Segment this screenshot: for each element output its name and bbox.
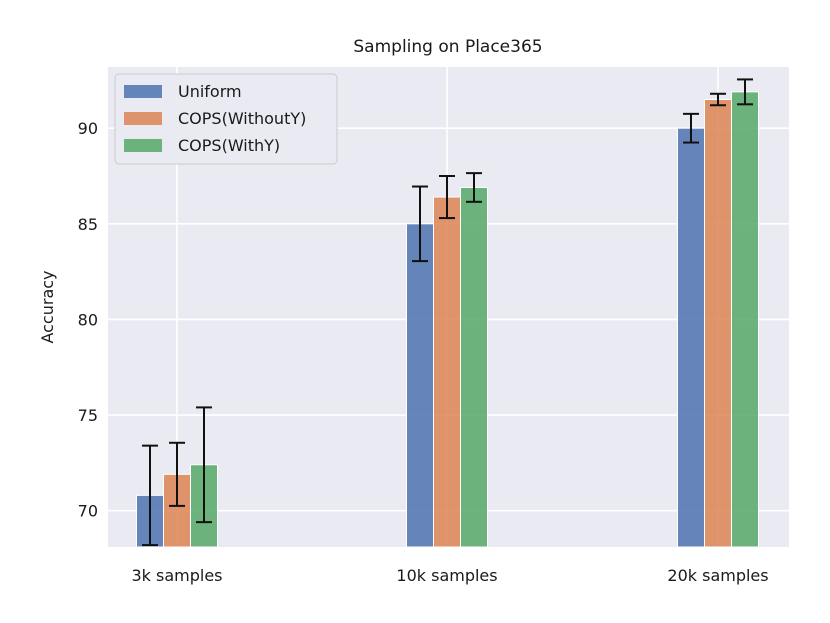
- x-tick-label: 20k samples: [667, 566, 768, 585]
- bar: [433, 196, 461, 548]
- legend-label: Uniform: [178, 82, 242, 101]
- y-tick-label: 90: [78, 119, 98, 138]
- bar: [677, 127, 705, 548]
- chart-title: Sampling on Place365: [353, 37, 542, 57]
- error-bars: [142, 78, 753, 547]
- y-tick-labels: 70 75 80 85 90: [78, 119, 98, 520]
- bar: [704, 99, 732, 548]
- x-tick-label: 10k samples: [396, 566, 497, 585]
- y-tick-label: 80: [78, 310, 98, 329]
- bar: [731, 91, 759, 548]
- legend-swatch: [124, 139, 162, 152]
- legend-swatch: [124, 85, 162, 98]
- x-tick-labels: 3k samples 10k samples 20k samples: [131, 566, 768, 585]
- legend: Uniform COPS(WithoutY) COPS(WithY): [114, 73, 338, 165]
- y-tick-label: 85: [78, 215, 98, 234]
- legend-label: COPS(WithY): [178, 136, 280, 155]
- y-tick-label: 75: [78, 406, 98, 425]
- bar: [406, 223, 434, 548]
- bar: [460, 186, 488, 548]
- legend-swatch: [124, 112, 162, 125]
- y-tick-label: 70: [78, 502, 98, 521]
- legend-label: COPS(WithoutY): [178, 109, 306, 128]
- x-tick-label: 3k samples: [131, 566, 222, 585]
- y-axis-label: Accuracy: [38, 270, 57, 343]
- legend-box: [114, 73, 338, 165]
